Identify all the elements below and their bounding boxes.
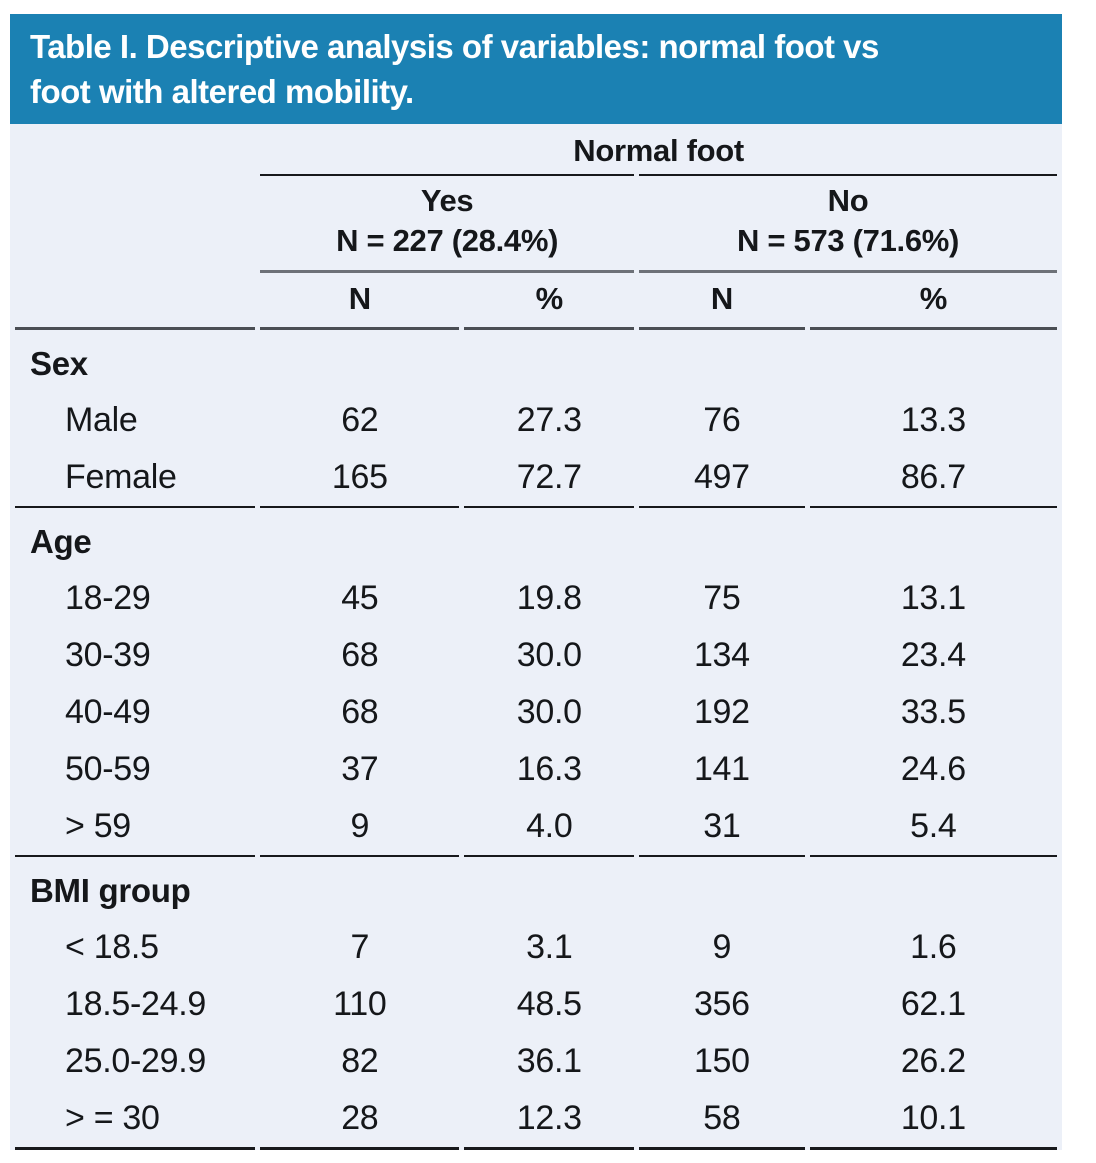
cell-value: 13.1 — [900, 579, 966, 617]
cell-value: 27.3 — [516, 401, 582, 439]
section-header-row-sex: Sex — [15, 330, 1057, 392]
cell-value: 72.7 — [464, 449, 635, 508]
cell-value: 141 — [693, 750, 750, 788]
subgroup-no-n: N = 573 (71.6%) — [736, 223, 960, 258]
cell-value: 1.6 — [910, 928, 957, 966]
cell-value: 150 — [693, 1042, 750, 1080]
cell-value: 62.1 — [900, 985, 966, 1023]
col-header-pct-no: % — [809, 273, 1057, 330]
data-table: Normal foot Yes N = 227 (28.4%) No N = 5… — [10, 124, 1062, 1150]
row-label: 25.0-29.9 — [65, 1042, 206, 1080]
table-title-line-2: foot with altered mobility. — [30, 73, 414, 110]
cell-value: 58 — [639, 1090, 805, 1150]
blank-cell — [15, 273, 256, 330]
group-header-row: Normal foot — [15, 124, 1057, 174]
table-row-over-59: > 59 9 4.0 31 5.4 — [15, 798, 1057, 857]
row-label: 30-39 — [65, 636, 151, 674]
cell-value: 24.6 — [900, 750, 966, 788]
cell-value: 5.4 — [809, 798, 1057, 857]
cell-value: 19.8 — [516, 579, 582, 617]
table-row-male: Male 62 27.3 76 13.3 — [15, 392, 1057, 449]
table-row-18-29: 18-29 45 19.8 75 13.1 — [15, 570, 1057, 627]
subgroup-no-label: No — [827, 183, 869, 218]
table-container: Normal foot Yes N = 227 (28.4%) No N = 5… — [10, 124, 1062, 1150]
section-header-age: Age — [30, 523, 92, 560]
cell-value: 12.3 — [464, 1090, 635, 1150]
table-row-25-0-29-9: 25.0-29.9 82 36.1 150 26.2 — [15, 1033, 1057, 1090]
row-label: Male — [65, 401, 138, 439]
row-label: 40-49 — [65, 693, 151, 731]
cell-value: 165 — [260, 449, 460, 508]
cell-value: 110 — [333, 985, 387, 1023]
cell-value: 30.0 — [516, 693, 582, 731]
table-row-50-59: 50-59 37 16.3 141 24.6 — [15, 741, 1057, 798]
cell-value: 9 — [260, 798, 460, 857]
section-header-bmi: BMI group — [30, 872, 191, 909]
col-header-pct-yes: % — [464, 273, 635, 330]
col-header-n-no: N — [639, 273, 805, 330]
cell-value: 82 — [341, 1042, 379, 1080]
cell-value: 9 — [712, 928, 732, 966]
table-row-over-30: > = 30 28 12.3 58 10.1 — [15, 1090, 1057, 1150]
cell-value: 36.1 — [516, 1042, 582, 1080]
row-label: > 59 — [15, 798, 256, 857]
row-label: 18.5-24.9 — [65, 985, 206, 1023]
subgroup-header-row: Yes N = 227 (28.4%) No N = 573 (71.6%) — [15, 174, 1057, 273]
table-row-under-18-5: < 18.5 7 3.1 9 1.6 — [15, 919, 1057, 976]
row-label: 18-29 — [65, 579, 151, 617]
section-header-row-bmi: BMI group — [15, 857, 1057, 919]
row-label: < 18.5 — [65, 928, 159, 966]
cell-value: 16.3 — [516, 750, 582, 788]
cell-value: 68 — [341, 693, 379, 731]
table-row-30-39: 30-39 68 30.0 134 23.4 — [15, 627, 1057, 684]
group-header-normal-foot: Normal foot — [573, 133, 744, 168]
cell-value: 76 — [703, 401, 741, 439]
cell-value: 26.2 — [900, 1042, 966, 1080]
subgroup-yes-n: N = 227 (28.4%) — [336, 223, 559, 258]
table-row-female: Female 165 72.7 497 86.7 — [15, 449, 1057, 508]
cell-value: 356 — [693, 985, 750, 1023]
subgroup-no: No N = 573 (71.6%) — [639, 174, 1057, 273]
cell-value: 134 — [693, 636, 750, 674]
table-row-18-5-24-9: 18.5-24.9 110 48.5 356 62.1 — [15, 976, 1057, 1033]
cell-value: 3.1 — [526, 928, 573, 966]
cell-value: 75 — [703, 579, 741, 617]
row-label: Female — [15, 449, 256, 508]
cell-value: 62 — [341, 401, 379, 439]
column-header-row: N % N % — [15, 273, 1057, 330]
cell-value: 7 — [350, 928, 370, 966]
cell-value: 497 — [639, 449, 805, 508]
cell-value: 31 — [639, 798, 805, 857]
cell-value: 192 — [693, 693, 750, 731]
section-header-sex: Sex — [30, 345, 88, 382]
cell-value: 10.1 — [809, 1090, 1057, 1150]
col-header-n-yes: N — [260, 273, 460, 330]
cell-value: 45 — [341, 579, 379, 617]
cell-value: 23.4 — [900, 636, 966, 674]
blank-cell — [15, 124, 255, 174]
subgroup-yes-label: Yes — [420, 183, 474, 218]
cell-value: 48.5 — [516, 985, 582, 1023]
row-label: > = 30 — [15, 1090, 256, 1150]
cell-value: 28 — [260, 1090, 460, 1150]
table-row-40-49: 40-49 68 30.0 192 33.5 — [15, 684, 1057, 741]
table-title-line-1: Table I. Descriptive analysis of variabl… — [30, 28, 879, 65]
row-label: 50-59 — [65, 750, 151, 788]
table-title-bar: Table I. Descriptive analysis of variabl… — [10, 14, 1062, 127]
cell-value: 33.5 — [900, 693, 966, 731]
cell-value: 68 — [341, 636, 379, 674]
cell-value: 37 — [341, 750, 379, 788]
cell-value: 4.0 — [464, 798, 635, 857]
blank-cell — [15, 174, 255, 273]
cell-value: 86.7 — [809, 449, 1057, 508]
subgroup-yes: Yes N = 227 (28.4%) — [260, 174, 635, 273]
cell-value: 30.0 — [516, 636, 582, 674]
section-header-row-age: Age — [15, 508, 1057, 570]
cell-value: 13.3 — [900, 401, 966, 439]
